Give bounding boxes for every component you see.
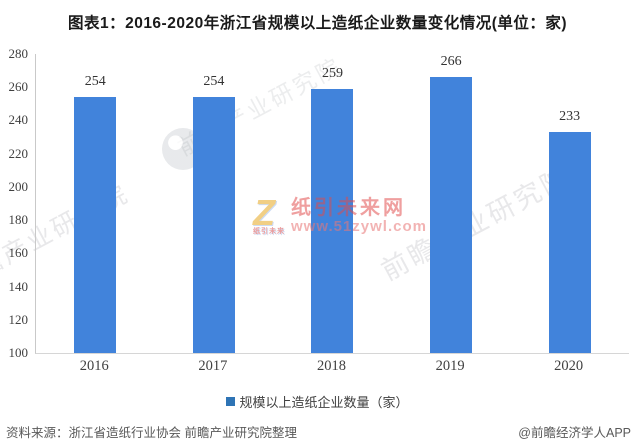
bar [192, 97, 235, 353]
plot-area: 254 254 259 266 233 [35, 54, 629, 354]
x-axis: 2016 2017 2018 2019 2020 [35, 358, 628, 375]
bar [430, 77, 473, 353]
y-axis-tick-label: 280 [8, 46, 29, 61]
legend-label: 规模以上造纸企业数量（家） [239, 395, 409, 410]
bar-value-label: 254 [84, 74, 106, 90]
x-axis-tick-label: 2020 [554, 358, 584, 374]
chart-title: 图表1：2016-2020年浙江省规模以上造纸企业数量变化情况(单位：家) [67, 15, 568, 32]
x-axis-tick-label: 2016 [79, 358, 109, 374]
y-axis-tick-label: 240 [8, 112, 29, 128]
y-axis-tick-label: 100 [8, 345, 29, 360]
legend-swatch [226, 397, 236, 406]
bar-group-2016: 254 [36, 54, 155, 353]
y-axis-tick-label: 120 [8, 311, 29, 327]
y-axis-tick-label: 140 [8, 278, 29, 294]
bar [311, 88, 354, 353]
y-axis-tick-label: 200 [8, 178, 29, 194]
bar [548, 132, 591, 353]
bar-group-2017: 254 [155, 54, 274, 353]
x-axis-tick-label: 2019 [435, 358, 465, 374]
bar-group-2019: 266 [392, 54, 511, 353]
bar-value-label: 266 [440, 54, 462, 70]
source-text: 资料来源：浙江省造纸行业协会 前瞻产业研究院整理 [6, 426, 297, 440]
footer: 资料来源：浙江省造纸行业协会 前瞻产业研究院整理 @前瞻经济学人APP [0, 419, 635, 446]
credit-text: @前瞻经济学人APP [518, 426, 631, 440]
y-axis-tick-label: 160 [8, 245, 29, 261]
bar-value-label: 259 [321, 65, 343, 81]
x-axis-tick-label: 2017 [198, 358, 228, 374]
x-axis-tick-label: 2018 [316, 358, 346, 374]
y-axis-tick-label: 220 [8, 145, 29, 161]
y-axis-tick-label: 180 [8, 212, 29, 228]
bar-value-label: 254 [203, 74, 225, 90]
bar-group-2020: 233 [510, 54, 629, 353]
bar-group-2018: 259 [273, 54, 392, 353]
bar-value-label: 233 [559, 109, 581, 125]
y-axis-tick-label: 260 [8, 79, 29, 95]
legend: 规模以上造纸企业数量（家） [0, 392, 635, 411]
bar [74, 97, 117, 353]
